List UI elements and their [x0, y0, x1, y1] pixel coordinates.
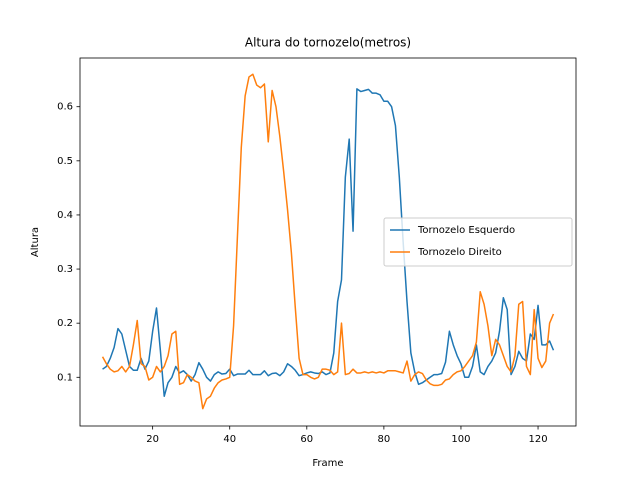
- y-tick-label: 0.1: [57, 372, 73, 383]
- chart-title: Altura do tornozelo(metros): [245, 36, 411, 50]
- legend-label: Tornozelo Esquerdo: [417, 225, 515, 236]
- legend-box: [383, 217, 573, 267]
- x-tick-label: 60: [300, 434, 313, 445]
- x-axis-label: Frame: [312, 458, 343, 469]
- plot-frame: [79, 57, 577, 427]
- y-tick-label: 0.5: [57, 156, 73, 167]
- y-tick-label: 0.2: [57, 318, 73, 329]
- x-tick-label: 20: [146, 434, 159, 445]
- legend: Tornozelo Esquerdo Tornozelo Direito: [383, 217, 573, 267]
- x-tick-label: 100: [451, 434, 470, 445]
- x-tick-label: 120: [528, 434, 547, 445]
- legend-label: Tornozelo Direito: [417, 247, 502, 258]
- x-tick-label: 40: [223, 434, 236, 445]
- y-tick-label: 0.6: [57, 102, 73, 113]
- x-tick-label: 80: [378, 434, 391, 445]
- y-tick-label: 0.3: [57, 264, 73, 275]
- line-series: [102, 88, 555, 397]
- line-series: [101, 73, 555, 410]
- y-axis-label: Altura: [30, 227, 41, 257]
- y-tick-label: 0.4: [57, 210, 73, 221]
